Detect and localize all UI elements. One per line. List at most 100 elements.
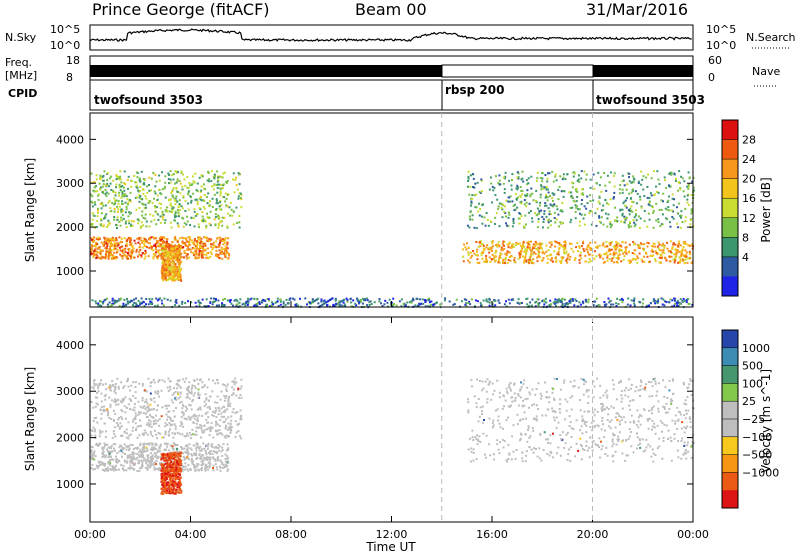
power-point <box>116 177 119 180</box>
power-point <box>485 246 488 249</box>
velocity-point <box>179 424 182 427</box>
velocity-point <box>188 443 191 446</box>
velocity-point <box>149 463 152 466</box>
power-point <box>582 217 585 220</box>
velocity-point <box>128 397 131 400</box>
power-point <box>175 267 178 270</box>
velocity-point <box>216 468 219 471</box>
velocity-point <box>140 411 143 414</box>
power-point <box>476 248 479 251</box>
power-point <box>502 240 505 243</box>
power-point <box>105 237 108 240</box>
power-point <box>153 244 155 247</box>
velocity-point <box>222 463 225 466</box>
power-point <box>101 185 104 188</box>
power-point <box>213 244 216 247</box>
power-point <box>677 244 680 247</box>
velocity-point <box>120 464 123 467</box>
power-point <box>606 217 609 220</box>
power-point <box>526 249 528 252</box>
power-point <box>125 255 128 258</box>
power-point <box>563 249 566 252</box>
power-point <box>129 225 132 227</box>
power-point <box>655 202 658 205</box>
power-point <box>465 298 468 301</box>
power-point <box>471 173 474 176</box>
velocity-point <box>98 435 101 438</box>
velocity-point <box>158 450 161 453</box>
velocity-point <box>143 429 146 432</box>
power-point <box>202 220 205 222</box>
velocity-point <box>93 428 96 431</box>
power-point <box>202 247 205 250</box>
velocity-point <box>140 459 143 462</box>
power-point <box>661 303 664 306</box>
power-point <box>229 300 232 303</box>
velocity-point <box>177 391 180 394</box>
power-point <box>642 175 645 178</box>
velocity-point <box>125 436 128 439</box>
power-point <box>140 225 143 228</box>
power-point <box>276 297 279 300</box>
velocity-point <box>132 426 135 429</box>
velocity-point <box>143 447 145 450</box>
power-point <box>598 253 601 256</box>
power-point <box>628 180 631 183</box>
velocity-point <box>108 396 111 399</box>
power-point <box>210 297 213 300</box>
power-point <box>488 298 491 301</box>
power-point <box>668 195 670 198</box>
power-point <box>618 188 621 191</box>
power-point <box>145 206 147 209</box>
power-point <box>520 189 523 192</box>
power-point <box>126 238 129 241</box>
power-point <box>646 225 649 228</box>
power-point <box>674 299 676 302</box>
power-point <box>602 261 605 264</box>
power-point <box>121 194 124 197</box>
velocity-point <box>221 463 224 466</box>
velocity-point <box>185 444 188 447</box>
power-point <box>611 241 613 243</box>
velocity-point <box>132 395 135 397</box>
power-point <box>94 226 96 229</box>
velocity-point <box>168 422 171 425</box>
velocity-point <box>167 434 170 437</box>
power-point <box>681 177 684 180</box>
power-colorbar-swatch <box>722 276 738 297</box>
nave-label: Nave <box>752 65 780 78</box>
velocity-point <box>219 459 222 462</box>
velocity-point <box>156 404 159 407</box>
power-point <box>615 302 618 305</box>
power-point <box>473 226 476 229</box>
power-point <box>211 197 214 200</box>
power-point <box>673 198 676 201</box>
power-point <box>674 259 677 262</box>
velocity-point <box>109 405 112 408</box>
power-point <box>180 245 183 247</box>
power-point <box>171 207 173 210</box>
power-point <box>582 302 585 305</box>
velocity-point <box>143 389 146 392</box>
power-point <box>199 240 202 243</box>
velocity-point <box>139 424 142 427</box>
power-point <box>400 305 403 308</box>
power-point <box>345 297 348 300</box>
power-point <box>92 256 95 259</box>
power-point <box>150 220 153 223</box>
power-point <box>109 252 112 255</box>
velocity-point <box>202 385 205 388</box>
power-point <box>428 299 431 302</box>
power-point <box>178 304 181 307</box>
power-point <box>160 243 163 246</box>
power-point <box>168 244 170 247</box>
power-point <box>138 196 141 199</box>
power-point <box>607 213 610 216</box>
velocity-point <box>189 437 192 440</box>
power-colorbar-tick-label: 28 <box>742 134 756 147</box>
power-point <box>133 239 136 242</box>
power-point <box>503 303 506 306</box>
power-point <box>236 222 238 224</box>
velocity-point <box>109 464 112 467</box>
power-point <box>633 221 636 224</box>
